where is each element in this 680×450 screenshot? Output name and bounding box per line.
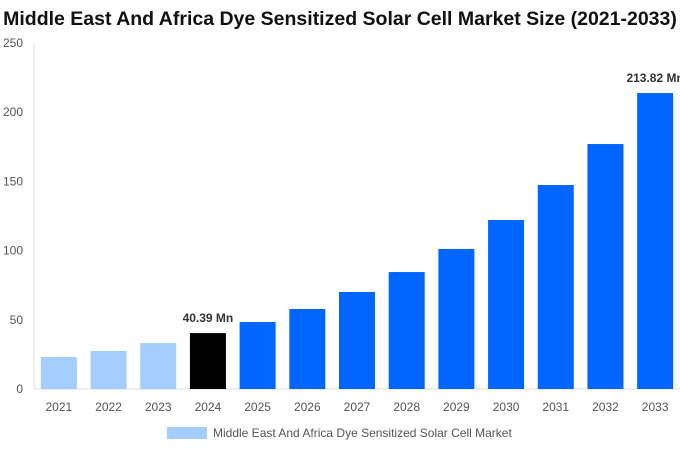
- bar-2030: [488, 220, 525, 389]
- x-tick-label: 2030: [493, 400, 520, 414]
- bar-2023: [140, 343, 177, 389]
- bar-2032: [587, 144, 624, 389]
- bar-2021: [40, 357, 77, 389]
- x-tick-label: 2028: [393, 400, 420, 414]
- y-tick-label: 250: [3, 36, 23, 50]
- bar-2031: [537, 184, 574, 389]
- data-label: 40.39 Mn: [183, 311, 234, 325]
- y-tick-label: 0: [16, 382, 23, 396]
- y-tick-label: 150: [3, 174, 23, 188]
- x-tick-label: 2021: [45, 400, 72, 414]
- chart-title: Middle East And Africa Dye Sensitized So…: [3, 8, 677, 30]
- y-tick-label: 50: [10, 313, 24, 327]
- x-tick-label: 2026: [294, 400, 321, 414]
- x-tick-label: 2025: [244, 400, 271, 414]
- bar-2022: [90, 350, 127, 389]
- legend-label: Middle East And Africa Dye Sensitized So…: [213, 426, 512, 440]
- x-tick-label: 2027: [344, 400, 371, 414]
- legend: Middle East And Africa Dye Sensitized So…: [167, 426, 512, 440]
- data-label: 213.82 Mn: [626, 71, 680, 85]
- bar-2029: [438, 248, 475, 389]
- x-tick-label: 2029: [443, 400, 470, 414]
- bar-2026: [289, 309, 326, 389]
- x-tick-label: 2024: [195, 400, 222, 414]
- x-tick-label: 2032: [592, 400, 619, 414]
- y-tick-label: 100: [3, 244, 23, 258]
- x-tick-label: 2031: [542, 400, 569, 414]
- bar-2027: [339, 291, 375, 389]
- x-tick-label: 2022: [95, 400, 122, 414]
- x-tick-label: 2023: [145, 400, 172, 414]
- bar-2028: [388, 272, 425, 389]
- legend-swatch: [167, 427, 207, 439]
- bar-2024: [189, 333, 226, 389]
- x-tick-label: 2033: [642, 400, 669, 414]
- bar-2033: [637, 93, 674, 389]
- y-tick-label: 200: [3, 105, 23, 119]
- bar-2025: [239, 322, 276, 389]
